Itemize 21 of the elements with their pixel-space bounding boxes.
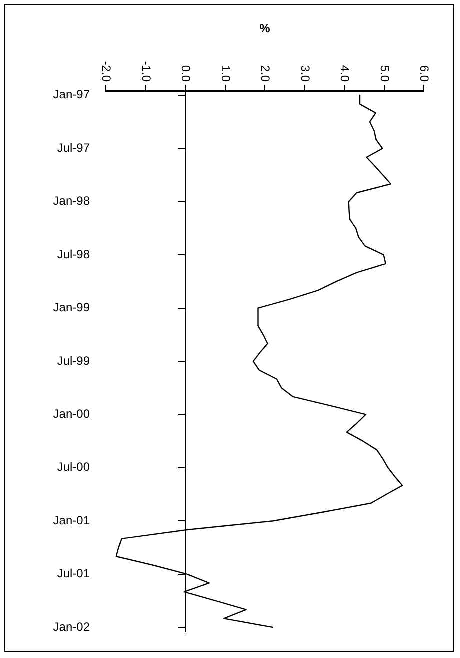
x-tick-label: 5.0 [378,65,392,82]
x-tick-label: 2.0 [258,65,273,82]
y-tick-label: Jan-00 [53,407,90,422]
y-tick-label: Jan-97 [53,88,90,102]
x-tick-label: -1.0 [139,61,154,82]
y-tick-label: Jul-99 [57,354,90,368]
y-tick-label: Jul-98 [57,247,90,262]
x-tick-label: 0.0 [179,65,194,82]
x-tick-label: 1.0 [218,65,233,82]
y-tick-label: Jan-01 [53,513,90,528]
y-tick-label: Jan-99 [53,300,90,315]
y-tick-label: Jul-00 [57,460,90,474]
y-tick-label: Jul-97 [57,140,90,155]
y-tick-label: Jul-01 [57,566,90,581]
y-tick-label: Jan-02 [53,620,90,634]
x-tick-label: 3.0 [298,65,312,82]
x-tick-label: -2.0 [100,61,114,82]
x-tick-label: 6.0 [418,65,432,82]
x-axis-title: % [260,21,271,36]
x-tick-label: 4.0 [338,65,352,82]
y-tick-label: Jan-98 [53,194,90,208]
